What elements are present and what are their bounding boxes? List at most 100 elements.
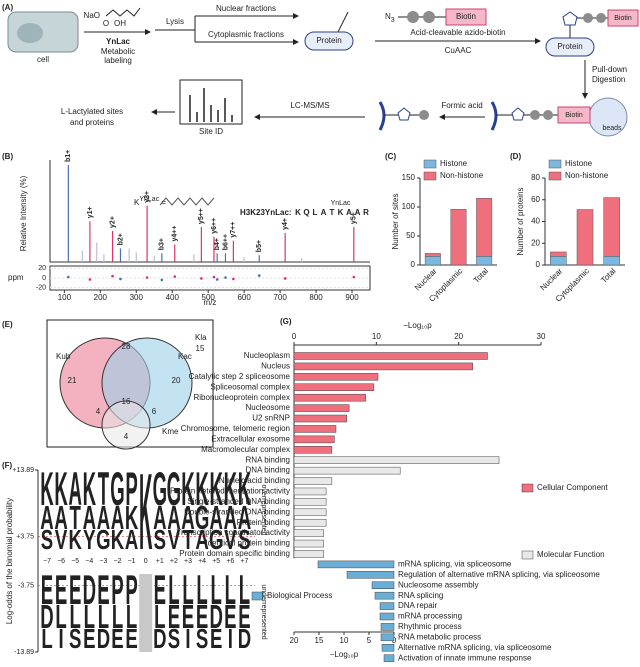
- bar-segment: [476, 198, 493, 257]
- hydroxyl-label: OH: [114, 19, 126, 28]
- logo-letter: K: [181, 463, 194, 516]
- logo-letter: G: [167, 463, 181, 516]
- venn-kme: [101, 400, 151, 450]
- logo-letter: A: [153, 499, 166, 536]
- residue: A: [321, 208, 327, 217]
- ppm-point: [283, 277, 287, 280]
- position-label: +1: [156, 558, 164, 565]
- category-label: RNA binding: [246, 455, 290, 464]
- category-label: Regulation of alternative mRNA splicing,…: [398, 570, 600, 579]
- carbonyl-label: O: [103, 19, 109, 28]
- logo-letter: S: [69, 624, 81, 655]
- panel-label: (G): [280, 317, 292, 326]
- logo-letter: G: [209, 525, 223, 556]
- cleavable-site: [543, 110, 553, 120]
- position-label: 0: [144, 558, 148, 565]
- bar: [371, 581, 395, 589]
- logo-letter: S: [154, 525, 166, 556]
- logo-letter: L: [225, 567, 236, 614]
- enrich-label: Digestion: [592, 75, 625, 84]
- logo-letter: K: [224, 463, 237, 516]
- logo-letter: E: [111, 624, 123, 655]
- residue: T: [330, 208, 335, 217]
- x-tick-label: 700: [273, 293, 287, 302]
- logo-letter: L: [70, 598, 81, 635]
- ppm-point: [232, 277, 235, 281]
- cell-label: cell: [37, 55, 49, 64]
- category-label: Transcription coactivator activity: [176, 528, 290, 537]
- category-label: RNA metabolic process: [398, 632, 481, 641]
- logo-letter: G: [110, 463, 124, 516]
- venn-count: 16: [122, 397, 131, 406]
- logo-letter: D: [97, 624, 110, 655]
- logo-letter: V: [168, 525, 181, 556]
- logo-letter: D: [40, 598, 53, 635]
- bar: [293, 435, 335, 444]
- peak-label: y5+: [351, 212, 358, 224]
- logo-letter: D: [153, 624, 166, 655]
- y-tick-label: 50: [406, 231, 415, 240]
- ppm-point: [145, 276, 149, 279]
- category-label: Double-stranded DNA binding: [184, 507, 290, 516]
- bar: [293, 550, 324, 558]
- cleavage-label: Formic acid: [441, 101, 482, 110]
- peak-label: b6++: [222, 234, 229, 250]
- category-label: Protein binding: [237, 518, 290, 527]
- logo-letter: L: [239, 567, 250, 614]
- category-label: Alternative mRNA splicing, via spliceoso…: [398, 643, 552, 652]
- ppm-point: [119, 277, 122, 281]
- triazole: [511, 107, 525, 121]
- y-axis-label: Number of proteins: [516, 187, 525, 255]
- bar: [381, 644, 395, 652]
- legend-swatch: [423, 171, 437, 181]
- logo-letter: K: [195, 463, 208, 516]
- y-tick-label: 150: [402, 173, 416, 182]
- bar: [383, 654, 395, 662]
- logo-letter: D: [83, 567, 96, 614]
- logo-letter: G: [153, 463, 167, 516]
- position-label: +7: [240, 558, 248, 565]
- legend-label: Cellular Component: [537, 483, 608, 492]
- x-tick-label: 800: [309, 293, 323, 302]
- branch: [155, 16, 196, 42]
- legend-swatch: [521, 550, 534, 560]
- panel-label: (E): [2, 320, 13, 329]
- ppm-point: [224, 276, 227, 279]
- bar: [293, 487, 327, 496]
- position-label: +5: [212, 558, 220, 565]
- logo-letter: K: [83, 463, 96, 516]
- cleavable-site: [583, 13, 593, 23]
- y-tick-label: 60: [531, 195, 540, 204]
- venn-count: 20: [172, 376, 181, 385]
- bar: [293, 393, 366, 402]
- result-label: L-Lactylated sites: [61, 107, 123, 116]
- cleavable-site: [407, 11, 419, 23]
- bar: [293, 425, 337, 433]
- lysis-label: Lysis: [166, 17, 184, 26]
- category-label: Identical protein binding: [205, 539, 290, 548]
- bar: [293, 362, 473, 371]
- logo-letter: E: [69, 567, 81, 614]
- peak-label: b2+: [117, 233, 124, 245]
- sequence-label: H3K23YnLac:: [240, 208, 292, 217]
- ppm-point: [200, 277, 203, 280]
- logo-letter: A: [97, 499, 110, 536]
- logo-letter: S: [168, 624, 180, 655]
- category-label: Ribonucleoprotein complex: [194, 393, 291, 402]
- position-label: −1: [128, 558, 136, 565]
- cleavable-site: [596, 13, 606, 23]
- logo-letter: E: [182, 598, 194, 635]
- probe-structure: [105, 7, 141, 17]
- bar: [379, 612, 395, 621]
- biotin-label: Biotin: [456, 12, 476, 21]
- logo-letter: L: [168, 567, 179, 614]
- category-label: Nucleic acid binding: [219, 476, 290, 485]
- labeling-label: labeling: [104, 56, 132, 65]
- panel-label: (B): [2, 152, 13, 161]
- logo-letter: L: [41, 624, 52, 655]
- logo-letter: K: [40, 463, 53, 516]
- x-tick-label: 200: [94, 293, 108, 302]
- category-label: Extracellular exosome: [211, 434, 290, 443]
- bar: [293, 529, 324, 537]
- cleavable-site: [419, 110, 429, 120]
